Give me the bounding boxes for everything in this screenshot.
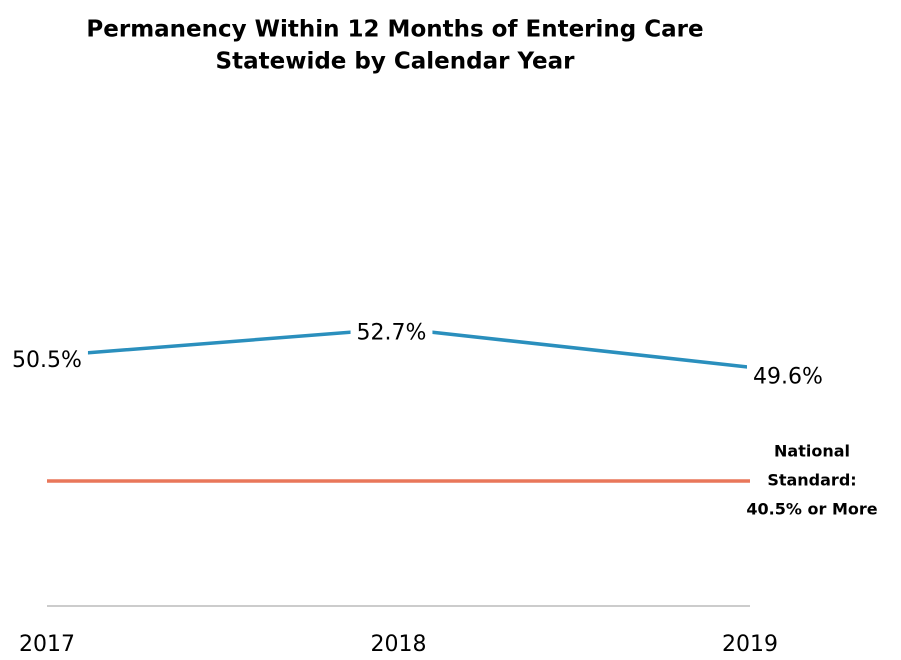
x-tick-label: 2019 [722, 632, 778, 657]
value-label-background [6, 348, 88, 373]
chart-title: Statewide by Calendar Year [216, 49, 576, 75]
value-label-background [350, 320, 433, 346]
x-tick-label: 2017 [19, 632, 75, 657]
annotation: Standard: [767, 471, 856, 490]
chart-title: Permanency Within 12 Months of Entering … [86, 17, 703, 43]
annotation: National [774, 442, 850, 461]
x-tick-label: 2018 [371, 632, 427, 657]
value-label: 49.6% [753, 364, 823, 389]
value-label-background [747, 364, 829, 390]
annotation: 40.5% or More [746, 500, 877, 519]
value-label: 50.5% [12, 348, 82, 373]
value-label: 52.7% [357, 321, 427, 346]
